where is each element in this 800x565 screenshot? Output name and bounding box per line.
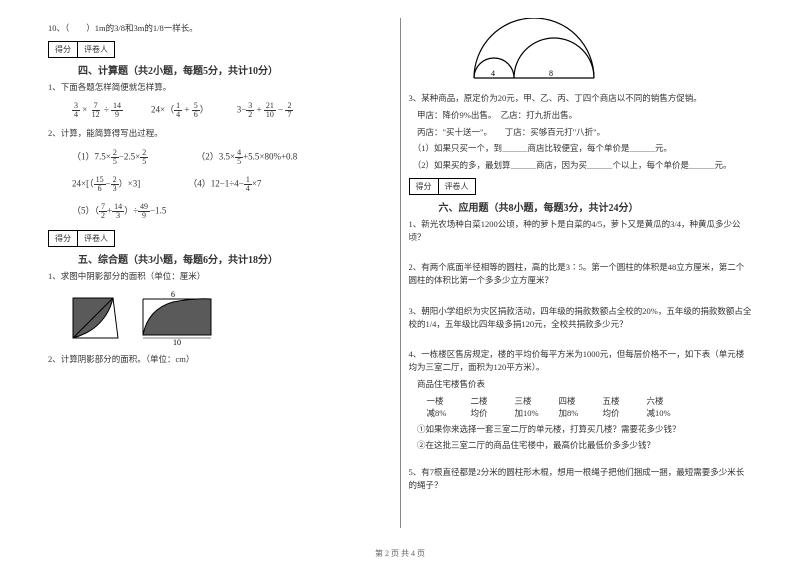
right-column: 4 8 3、某种商品，原定价为20元，甲、乙、丙、丁四个商店以不同的销售方促销。… [401, 18, 761, 528]
semicircle-icon: 4 8 [469, 18, 599, 84]
table-cell: 减8% [427, 407, 457, 419]
table-cell: 四楼 [559, 395, 589, 407]
grader-label: 评卷人 [78, 230, 115, 247]
expr-row-2c: （5）（72+143）÷499−1.5 [72, 203, 392, 220]
left-column: 10、（ ）1m的3/8和3m的1/8一样长。 得分 评卷人 四、计算题（共2小… [40, 18, 400, 528]
price-table-header: 一楼 二楼 三楼 四楼 五楼 六楼 [427, 395, 753, 407]
svg-text:6: 6 [171, 290, 175, 299]
sec6-q1: 1、新光农场种白菜1200公顷，种的萝卜是白菜的4/5，萝卜又是黄瓜的3/4，种… [409, 218, 753, 244]
table-cell: 二楼 [471, 395, 501, 407]
table-cell: 加10% [515, 407, 545, 419]
table-cell: 三楼 [515, 395, 545, 407]
expr-2-4: （4）12−1÷4−14×7 [188, 176, 261, 193]
q3-b: 丙店："买十送一"。 丁店：买够百元打"八折"。 [409, 126, 753, 139]
q3-1: （1）如果只买一个，到＿＿＿商店比较便宜，每个单价是＿＿＿元。 [409, 142, 753, 155]
score-box-6: 得分 评卷人 [409, 178, 753, 195]
expr-1b: 24×（14 + 56） [151, 102, 209, 119]
score-label: 得分 [48, 230, 78, 247]
page-columns: 10、（ ）1m的3/8和3m的1/8一样长。 得分 评卷人 四、计算题（共2小… [40, 18, 760, 528]
section-6-title: 六、应用题（共8小题，每题3分，共计24分） [439, 199, 753, 214]
q3-intro: 3、某种商品，原定价为20元，甲、乙、丙、丁四个商店以不同的销售方促销。 [409, 92, 753, 105]
grader-label: 评卷人 [78, 41, 115, 58]
table-cell: 减10% [647, 407, 677, 419]
table-cell: 均价 [471, 407, 501, 419]
sec5-q2: 2、计算阴影部分的面积。（单位：cm） [48, 353, 392, 366]
semicircle-figure: 4 8 [469, 18, 753, 86]
expr-2-5: （5）（72+143）÷499−1.5 [72, 203, 166, 220]
expr-1c: 3−32 + 2110 − 27 [237, 102, 294, 119]
page-footer: 第 2 页 共 4 页 [0, 548, 800, 559]
price-table-row: 减8% 均价 加10% 加8% 均价 减10% [427, 407, 753, 419]
section-4-title: 四、计算题（共2小题，每题5分，共计10分） [78, 62, 392, 77]
score-label: 得分 [409, 178, 439, 195]
q3-a: 甲店：降价9%出售。 乙店：打九折出售。 [409, 109, 753, 122]
sec6-q4-c: ①如果你来选择一套三室二厅的单元楼，打算买几楼？需要花多少钱？ [409, 423, 753, 436]
figure-1b-icon: 6 10 [133, 289, 223, 347]
section-5-title: 五、综合题（共3小题，每题6分，共计18分） [78, 251, 392, 266]
sec6-q4-b: 商品住宅楼售价表 [409, 378, 753, 391]
sec4-q2: 2、计算，能简算得写出过程。 [48, 127, 392, 140]
q10: 10、（ ）1m的3/8和3m的1/8一样长。 [48, 22, 392, 35]
expr-2-3: 24×[（156−23）×3] [72, 176, 140, 193]
expr-2-1: （1）7.5×25−2.5×25 [72, 149, 148, 166]
table-cell: 加8% [559, 407, 589, 419]
score-box-4: 得分 评卷人 [48, 41, 392, 58]
sec6-q4-a: 4、一栋楼区售房规定，楼的平均价每平方米为1000元，但每层价格不一，如下表（单… [409, 348, 753, 374]
svg-text:10: 10 [173, 338, 181, 347]
q3-2: （2）如果买的多，最划算＿＿＿商店，因为买＿＿＿个以上，每个单价是＿＿＿元。 [409, 159, 753, 172]
table-cell: 六楼 [647, 395, 677, 407]
table-cell: 均价 [603, 407, 633, 419]
sec4-q1: 1、下面各题怎样简便就怎样算。 [48, 81, 392, 94]
score-box-5: 得分 评卷人 [48, 230, 392, 247]
expr-row-1: 34 × 712 ÷ 149 24×（14 + 56） 3−32 + 2110 … [72, 102, 392, 119]
expr-2-2: （2）3.5×45+5.5×80%+0.8 [196, 149, 297, 166]
table-cell: 五楼 [603, 395, 633, 407]
expr-1a: 34 × 712 ÷ 149 [72, 102, 123, 119]
grader-label: 评卷人 [439, 178, 476, 195]
sec6-q2: 2、有两个底面半径相等的圆柱，高的比是3∶5。第一个圆柱的体积是48立方厘米，第… [409, 261, 753, 287]
figure-1a-icon [68, 293, 123, 343]
figure-1-area: 6 10 [68, 289, 392, 347]
svg-text:4: 4 [491, 69, 495, 78]
table-cell: 一楼 [427, 395, 457, 407]
score-label: 得分 [48, 41, 78, 58]
sec6-q5: 5、有7根直径都是2分米的圆柱形木棍，想用一根绳子把他们捆成一捆，最短需要多少米… [409, 466, 753, 492]
svg-text:8: 8 [549, 69, 553, 78]
sec5-q1: 1、求图中阴影部分的面积（单位：厘米） [48, 270, 392, 283]
expr-row-2b: 24×[（156−23）×3] （4）12−1÷4−14×7 [72, 176, 392, 193]
sec6-q3: 3、朝阳小学组织为灾区捐款活动，四年级的捐款数额占全校的20%，五年级的捐款数额… [409, 305, 753, 331]
expr-row-2a: （1）7.5×25−2.5×25 （2）3.5×45+5.5×80%+0.8 [72, 149, 392, 166]
sec6-q4-d: ②在这批三室二厅的商品住宅楼中，最高价比最低价多多少钱？ [409, 439, 753, 452]
